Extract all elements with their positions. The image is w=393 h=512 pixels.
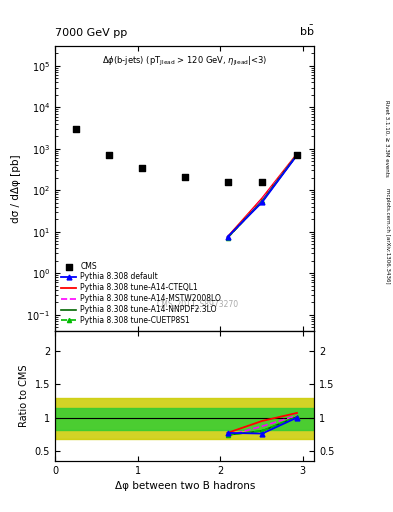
Pythia 8.308 tune-A14-CTEQL1: [260, 195, 264, 201]
Text: 7000 GeV pp: 7000 GeV pp: [55, 28, 127, 38]
Y-axis label: Ratio to CMS: Ratio to CMS: [19, 365, 29, 427]
Line: Pythia 8.308 tune-CUETP8S1: Pythia 8.308 tune-CUETP8S1: [226, 153, 299, 240]
Pythia 8.308 tune-A14-CTEQL1: [295, 151, 299, 157]
Pythia 8.308 tune-A14-MSTW2008LO: [225, 235, 230, 241]
Line: Pythia 8.308 tune-A14-MSTW2008LO: Pythia 8.308 tune-A14-MSTW2008LO: [228, 155, 297, 238]
CMS: [294, 151, 300, 159]
Text: $\Delta\phi$(b-jets) (pT$_{\mathregular{Jlead}}$ > 120 GeV, $\eta_{\mathregular{: $\Delta\phi$(b-jets) (pT$_{\mathregular{…: [102, 55, 268, 68]
Text: mcplots.cern.ch [arXiv:1306.3436]: mcplots.cern.ch [arXiv:1306.3436]: [385, 188, 389, 283]
Pythia 8.308 tune-A14-CTEQL1: [225, 234, 230, 240]
Text: Rivet 3.1.10, ≥ 3.3M events: Rivet 3.1.10, ≥ 3.3M events: [385, 100, 389, 177]
Line: Pythia 8.308 tune-A14-CTEQL1: Pythia 8.308 tune-A14-CTEQL1: [228, 154, 297, 237]
Pythia 8.308 default: [295, 152, 299, 158]
Text: b$\bar{\rm b}$: b$\bar{\rm b}$: [299, 24, 314, 38]
Pythia 8.308 tune-CUETP8S1: [295, 152, 299, 158]
CMS: [182, 173, 188, 181]
CMS: [106, 151, 112, 159]
Pythia 8.308 tune-CUETP8S1: [260, 198, 264, 204]
X-axis label: Δφ between two B hadrons: Δφ between two B hadrons: [114, 481, 255, 491]
Y-axis label: dσ / dΔφ [pb]: dσ / dΔφ [pb]: [11, 154, 21, 223]
Pythia 8.308 tune-CUETP8S1: [225, 234, 230, 241]
Pythia 8.308 tune-A14-NNPDF2.3LO: [295, 152, 299, 158]
Pythia 8.308 tune-A14-NNPDF2.3LO: [225, 234, 230, 241]
CMS: [224, 178, 231, 186]
CMS: [259, 178, 265, 186]
Pythia 8.308 tune-A14-MSTW2008LO: [295, 152, 299, 158]
Legend: CMS, Pythia 8.308 default, Pythia 8.308 tune-A14-CTEQL1, Pythia 8.308 tune-A14-M: CMS, Pythia 8.308 default, Pythia 8.308 …: [59, 259, 223, 327]
Pythia 8.308 default: [260, 199, 264, 205]
Line: Pythia 8.308 default: Pythia 8.308 default: [225, 153, 299, 240]
Pythia 8.308 tune-A14-NNPDF2.3LO: [260, 198, 264, 204]
CMS: [139, 164, 145, 172]
Text: CMS_2011_S8973270: CMS_2011_S8973270: [157, 300, 239, 308]
Pythia 8.308 default: [225, 234, 230, 240]
Line: Pythia 8.308 tune-A14-NNPDF2.3LO: Pythia 8.308 tune-A14-NNPDF2.3LO: [228, 155, 297, 238]
CMS: [73, 125, 79, 133]
Pythia 8.308 tune-A14-MSTW2008LO: [260, 197, 264, 203]
